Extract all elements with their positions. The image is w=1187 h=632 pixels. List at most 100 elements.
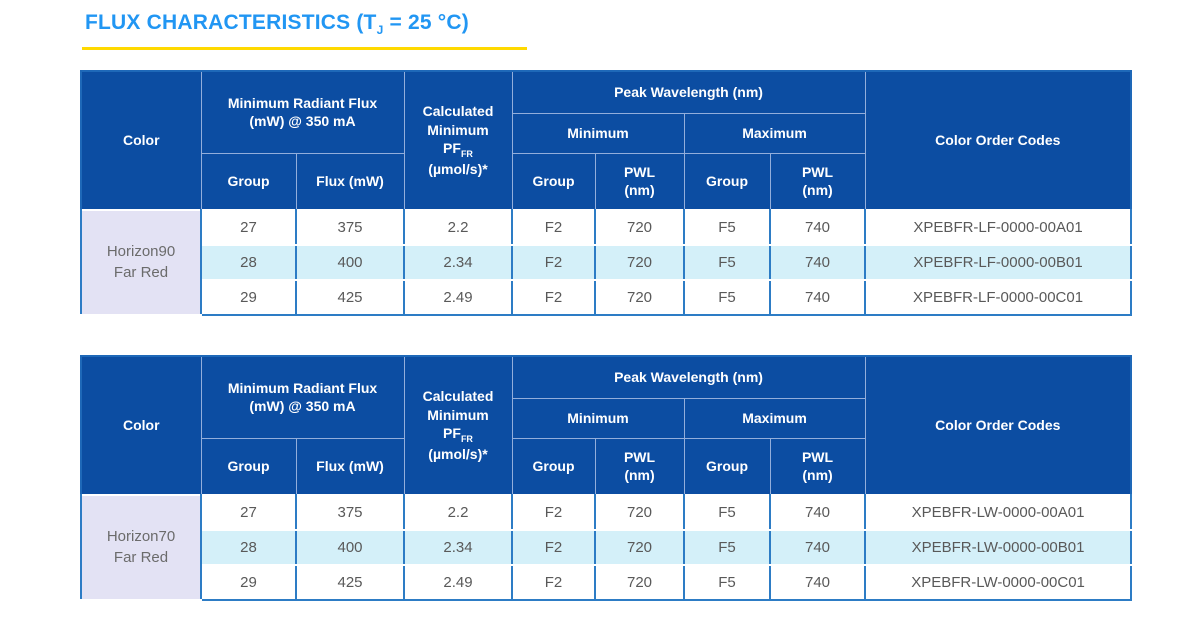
header-cell-maximum: Maximum — [683, 397, 866, 439]
min-radiant-flux-line2: (mW) @ 350 mA — [249, 113, 356, 130]
pf-cell: 2.34 — [403, 529, 513, 566]
max-pwl-cell: 740 — [768, 529, 867, 566]
min-group-cell: F2 — [511, 279, 596, 316]
calculated-line2: Minimum — [427, 121, 489, 138]
flux-table-horizon70: Color Minimum Radiant Flux (mW) @ 350 mA… — [80, 355, 1133, 601]
group-cell: 29 — [200, 564, 297, 601]
calculated-pf-line: PFFR — [409, 139, 508, 161]
table-row: 28 400 2.34 F2 720 F5 740 XPEBFR-LW-0000… — [81, 529, 1133, 566]
flux-cell: 400 — [295, 529, 405, 566]
pf-cell: 2.49 — [403, 279, 513, 316]
order-code-cell: XPEBFR-LW-0000-00B01 — [864, 529, 1133, 566]
header-cell-peak-wavelength: Peak Wavelength (nm) — [511, 70, 866, 114]
max-group-cell: F5 — [683, 494, 771, 531]
calculated-pf-line: PFFR — [409, 424, 508, 446]
calculated-line1: Calculated — [422, 103, 494, 120]
calculated-line1: Calculated — [422, 388, 494, 405]
max-group-cell: F5 — [683, 564, 771, 601]
pf-cell: 2.2 — [403, 494, 513, 531]
header-cell-max-group: Group — [683, 437, 771, 496]
min-radiant-flux-line2: (mW) @ 350 mA — [249, 398, 356, 415]
pf-label: PF — [443, 139, 461, 156]
header-cell-min-group: Group — [511, 152, 596, 211]
header-cell-group: Group — [200, 152, 297, 211]
header-cell-color-order-codes: Color Order Codes — [864, 70, 1132, 211]
table-row: 29 425 2.49 F2 720 F5 740 XPEBFR-LF-0000… — [81, 279, 1133, 316]
pwl-label: PWL — [623, 164, 656, 181]
order-code-cell: XPEBFR-LF-0000-00C01 — [864, 279, 1133, 316]
header-cell-peak-wavelength: Peak Wavelength (nm) — [511, 355, 866, 399]
min-pwl-cell: 720 — [594, 564, 685, 601]
flux-cell: 375 — [295, 494, 405, 531]
max-group-cell: F5 — [683, 529, 771, 566]
max-pwl-cell: 740 — [768, 494, 867, 531]
color-name-line2: Far Red — [113, 263, 169, 281]
flux-cell: 425 — [295, 564, 405, 601]
pwl-label: PWL — [801, 449, 834, 466]
pf-label: PF — [443, 424, 461, 441]
table-row: 28 400 2.34 F2 720 F5 740 XPEBFR-LF-0000… — [81, 244, 1133, 281]
header-cell-color: Color — [80, 70, 202, 211]
calculated-line2: Minimum — [427, 406, 489, 423]
calculated-units: (µmol/s)* — [428, 161, 488, 178]
color-name-cell: Horizon70 Far Red — [80, 494, 202, 601]
pwl-label: PWL — [623, 449, 656, 466]
pwl-unit: (nm) — [624, 182, 655, 199]
flux-cell: 400 — [295, 244, 405, 281]
page-title: FLUX CHARACTERISTICS (TJ = 25 °C) — [85, 11, 469, 37]
pf-cell: 2.49 — [403, 564, 513, 601]
group-cell: 28 — [200, 529, 297, 566]
pwl-unit: (nm) — [802, 182, 833, 199]
max-group-cell: F5 — [683, 244, 771, 281]
order-code-cell: XPEBFR-LW-0000-00A01 — [864, 494, 1133, 531]
color-name-line2: Far Red — [113, 548, 169, 566]
header-cell-max-pwl: PWL (nm) — [769, 152, 866, 211]
page-title-suffix: = 25 °C) — [383, 11, 469, 34]
table-row: Horizon90 Far Red 27 375 2.2 F2 720 F5 7… — [80, 209, 1133, 316]
header-cell-min-group: Group — [511, 437, 596, 496]
title-underline — [82, 47, 527, 50]
max-group-cell: F5 — [683, 209, 771, 246]
order-code-cell: XPEBFR-LF-0000-00B01 — [864, 244, 1133, 281]
color-name-cell: Horizon90 Far Red — [80, 209, 202, 316]
min-group-cell: F2 — [511, 564, 596, 601]
header-cell-minimum: Minimum — [511, 397, 685, 439]
pwl-unit: (nm) — [624, 467, 655, 484]
group-cell: 28 — [200, 244, 297, 281]
pf-subscript: FR — [460, 148, 473, 159]
group-cell: 27 — [200, 209, 297, 246]
table-row: 29 425 2.49 F2 720 F5 740 XPEBFR-LW-0000… — [81, 564, 1133, 601]
table-header: Color Minimum Radiant Flux (mW) @ 350 mA… — [80, 70, 1132, 211]
header-cell-calculated-min-pf: Calculated Minimum PFFR (µmol/s)* — [403, 70, 513, 211]
min-pwl-cell: 720 — [594, 279, 685, 316]
header-cell-min-radiant-flux: Minimum Radiant Flux (mW) @ 350 mA — [200, 355, 405, 439]
min-group-cell: F2 — [511, 494, 596, 531]
max-pwl-cell: 740 — [768, 209, 867, 246]
min-group-cell: F2 — [511, 209, 596, 246]
table-body: Horizon90 Far Red 27 375 2.2 F2 720 F5 7… — [80, 209, 1133, 316]
flux-table-horizon90: Color Minimum Radiant Flux (mW) @ 350 mA… — [80, 70, 1133, 316]
header-cell-minimum: Minimum — [511, 112, 685, 154]
max-pwl-cell: 740 — [768, 279, 867, 316]
header-cell-calculated-min-pf: Calculated Minimum PFFR (µmol/s)* — [403, 355, 513, 496]
min-pwl-cell: 720 — [594, 494, 685, 531]
min-group-cell: F2 — [511, 244, 596, 281]
pf-cell: 2.34 — [403, 244, 513, 281]
min-radiant-flux-line1: Minimum Radiant Flux — [227, 380, 378, 397]
header-cell-maximum: Maximum — [683, 112, 866, 154]
min-pwl-cell: 720 — [594, 209, 685, 246]
max-group-cell: F5 — [683, 279, 771, 316]
page-title-text: FLUX CHARACTERISTICS (T — [85, 11, 377, 34]
flux-cell: 425 — [295, 279, 405, 316]
order-code-cell: XPEBFR-LF-0000-00A01 — [864, 209, 1133, 246]
group-cell: 27 — [200, 494, 297, 531]
max-pwl-cell: 740 — [768, 564, 867, 601]
calculated-units: (µmol/s)* — [428, 446, 488, 463]
header-cell-flux-mw: Flux (mW) — [295, 437, 405, 496]
header-cell-max-group: Group — [683, 152, 771, 211]
header-cell-color-order-codes: Color Order Codes — [864, 355, 1132, 496]
header-cell-max-pwl: PWL (nm) — [769, 437, 866, 496]
pwl-label: PWL — [801, 164, 834, 181]
pwl-unit: (nm) — [802, 467, 833, 484]
color-name-line1: Horizon70 — [106, 528, 176, 546]
